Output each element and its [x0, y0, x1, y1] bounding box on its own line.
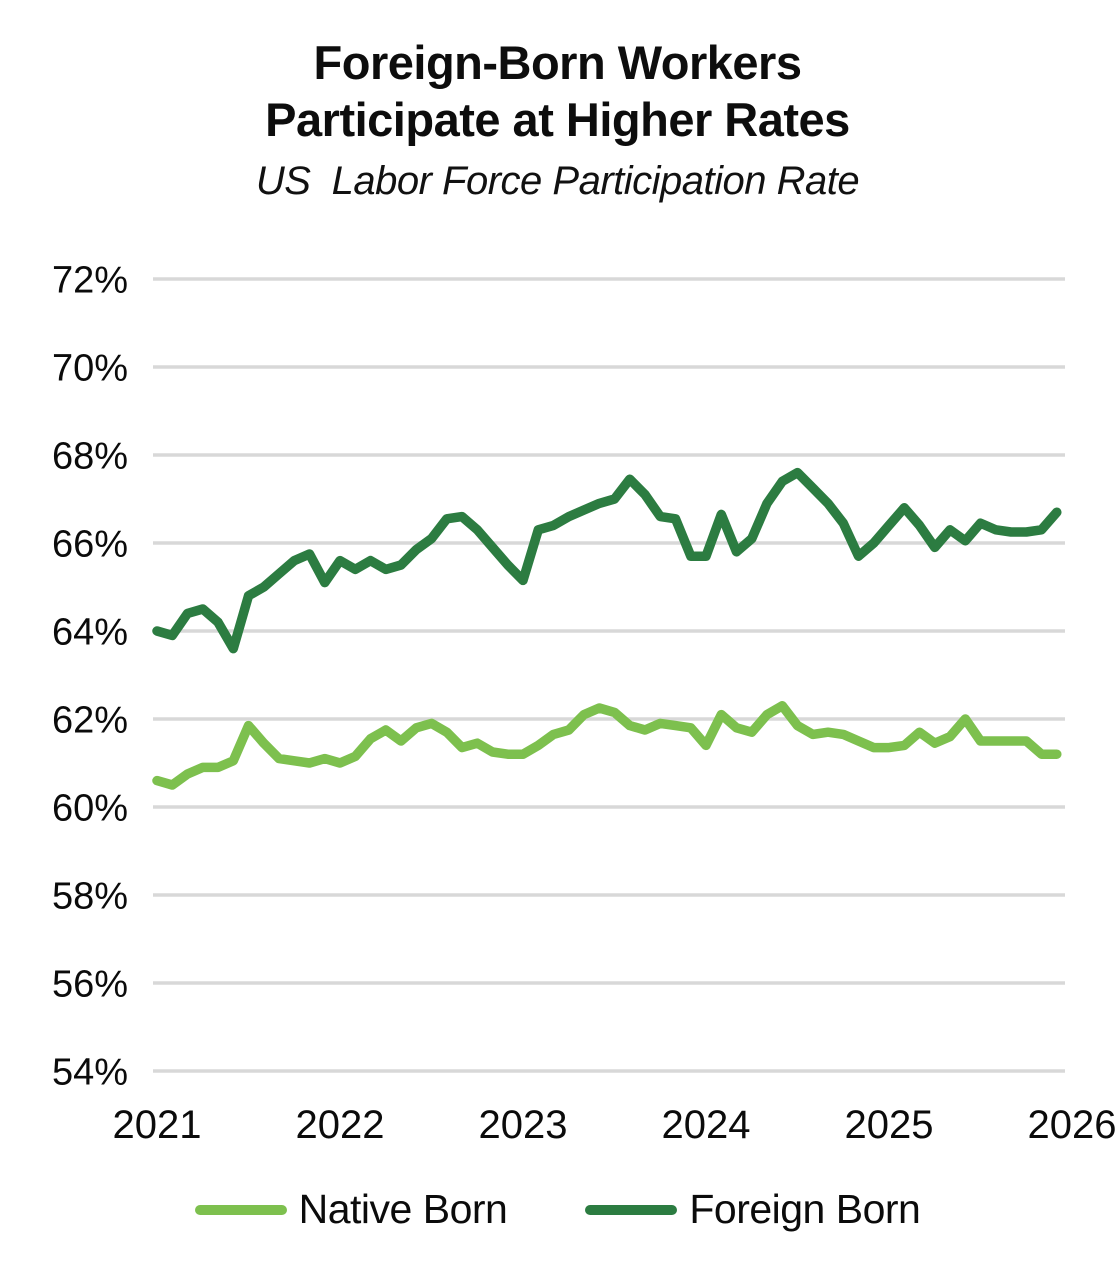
series-line-foreign-born [152, 467, 1062, 654]
y-tick-label: 68% [52, 436, 128, 478]
x-tick-label: 2021 [113, 1103, 202, 1147]
y-tick-label: 54% [52, 1052, 128, 1094]
legend-label-foreign-born: Foreign Born [689, 1186, 921, 1232]
chart-title: Foreign-Born Workers Participate at High… [0, 34, 1115, 149]
y-tick-label: 60% [52, 788, 128, 830]
y-tick-label: 70% [52, 348, 128, 390]
legend-swatch-foreign-born [585, 1204, 678, 1215]
y-tick-label: 56% [52, 964, 128, 1006]
y-tick-label: 64% [52, 612, 128, 654]
legend-item-foreign-born: Foreign Born [585, 1186, 921, 1233]
legend: Native Born Foreign Born [0, 1186, 1115, 1233]
x-tick-label: 2026 [1028, 1103, 1115, 1147]
legend-swatch-native-born [194, 1204, 287, 1215]
chart-title-line2: Participate at Higher Rates [265, 93, 850, 147]
legend-label-native-born: Native Born [298, 1186, 508, 1232]
y-tick-label: 66% [52, 524, 128, 566]
chart-title-line1: Foreign-Born Workers [313, 36, 802, 89]
series-line-native-born [152, 701, 1062, 790]
legend-item-native-born: Native Born [194, 1186, 508, 1233]
x-tick-label: 2024 [662, 1103, 751, 1147]
x-tick-label: 2023 [479, 1103, 568, 1147]
y-tick-label: 72% [52, 260, 128, 302]
chart-subtitle: US Labor Force Participation Rate [255, 158, 860, 203]
title-block: Foreign-Born Workers Participate at High… [0, 0, 1115, 204]
line-chart: 72% 70% 68% 66% 64% 62% 60% 58% 56% 54% 2021 2022 20… [52, 260, 1115, 1148]
x-tick-label: 2025 [845, 1103, 934, 1147]
x-tick-label: 2022 [296, 1103, 385, 1147]
y-tick-label: 58% [52, 876, 128, 918]
y-tick-label: 62% [52, 700, 128, 742]
